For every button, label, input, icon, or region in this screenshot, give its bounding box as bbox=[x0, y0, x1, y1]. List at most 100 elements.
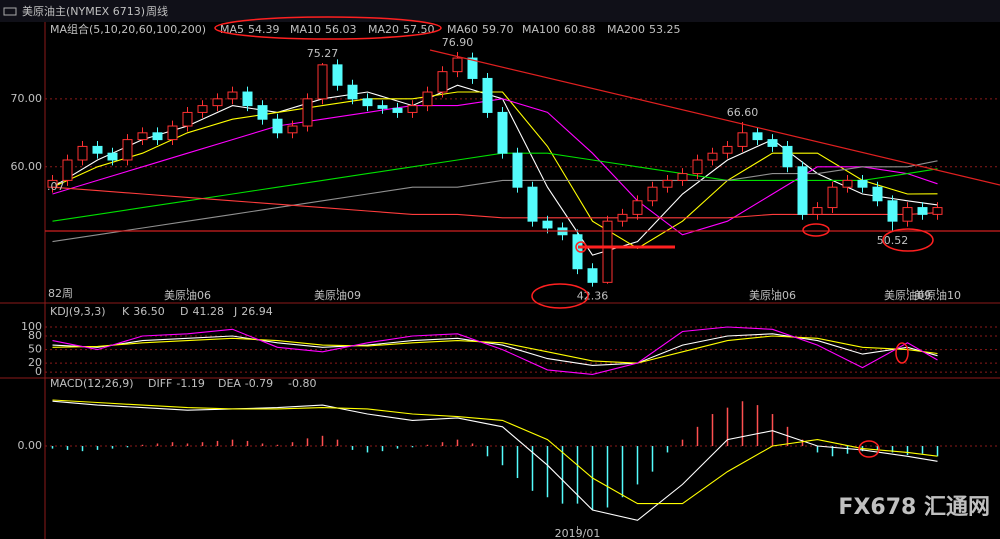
legend-item: MA200 53.25 bbox=[607, 23, 681, 36]
candle-body bbox=[767, 139, 778, 147]
candle-body bbox=[737, 132, 748, 147]
candle-body bbox=[167, 125, 178, 141]
series-line bbox=[52, 399, 938, 505]
y-tick-label: 0.00 bbox=[18, 439, 43, 452]
legend-name: MA60 bbox=[447, 23, 478, 36]
candle-body bbox=[857, 179, 868, 188]
price-annotation: 76.90 bbox=[442, 36, 474, 49]
legend-name: D bbox=[180, 305, 188, 318]
x-tick-label: 美原油06 bbox=[749, 288, 796, 302]
candle-body bbox=[662, 179, 673, 188]
candle-body bbox=[62, 159, 73, 181]
candle-body bbox=[887, 200, 898, 222]
candle-body bbox=[287, 125, 298, 134]
candle-body bbox=[512, 152, 523, 188]
price-annotation: 50.52 bbox=[877, 234, 909, 247]
candle-body bbox=[347, 84, 358, 100]
legend-value: 26.94 bbox=[241, 305, 273, 318]
legend-value: 53.25 bbox=[649, 23, 681, 36]
instrument-title: 美原油主(NYMEX 6713) bbox=[22, 4, 145, 18]
y-tick-label: 50 bbox=[28, 343, 42, 356]
candle-body bbox=[797, 166, 808, 215]
highlight-ellipse bbox=[895, 342, 909, 364]
candle-body bbox=[227, 91, 238, 100]
legend-item: D 41.28 bbox=[180, 305, 224, 318]
price-annotation: 66.60 bbox=[727, 106, 759, 119]
legend-name: K bbox=[122, 305, 130, 318]
highlight-ellipse bbox=[214, 16, 442, 40]
x-tick-label: 美原油09 bbox=[314, 288, 361, 302]
legend-value: 36.50 bbox=[133, 305, 165, 318]
candle-body bbox=[497, 111, 508, 154]
candle-body bbox=[392, 107, 403, 113]
series-line bbox=[52, 400, 938, 521]
candle-body bbox=[302, 98, 313, 127]
legend-value: 41.28 bbox=[192, 305, 224, 318]
legend-name: MA100 bbox=[522, 23, 560, 36]
legend-name: J bbox=[233, 305, 237, 318]
legend-name: DEA bbox=[218, 377, 241, 390]
candle-body bbox=[437, 71, 448, 93]
candle-body bbox=[842, 179, 853, 188]
candle-body bbox=[332, 64, 343, 86]
price-annotation: 75.27 bbox=[307, 47, 339, 60]
candle-body bbox=[107, 152, 118, 161]
candle-body bbox=[137, 132, 148, 141]
y-tick-label: 70.00 bbox=[11, 92, 43, 105]
y-tick-label: 80 bbox=[28, 329, 42, 342]
legend-item: J 26.94 bbox=[233, 305, 273, 318]
legend-name: MA10 bbox=[290, 23, 321, 36]
candle-body bbox=[182, 111, 193, 127]
x-tick-label: 2019/01 bbox=[555, 527, 601, 539]
legend-value: 54.39 bbox=[248, 23, 280, 36]
legend-value: 60.88 bbox=[564, 23, 596, 36]
highlight-ellipse bbox=[531, 283, 589, 309]
legend-name: MA200 bbox=[607, 23, 645, 36]
candle-body bbox=[647, 186, 658, 202]
legend-item: MA10 56.03 bbox=[290, 23, 357, 36]
watermark: FX678 汇通网 bbox=[838, 495, 990, 520]
legend-item: MA20 57.50 bbox=[368, 23, 435, 36]
legend-value: -0.80 bbox=[288, 377, 316, 390]
legend-name: DIFF bbox=[148, 377, 172, 390]
left-label: .07 bbox=[47, 180, 65, 193]
series-line bbox=[52, 333, 938, 366]
candle-body bbox=[587, 268, 598, 283]
highlight-ellipse bbox=[858, 440, 880, 458]
y-tick-label: 0 bbox=[35, 365, 42, 378]
legend-title: KDJ(9,3,3) bbox=[50, 305, 106, 318]
candle-body bbox=[242, 91, 253, 107]
legend-title: MACD(12,26,9) bbox=[50, 377, 134, 390]
y-tick-label: 20 bbox=[28, 356, 42, 369]
candle-body bbox=[362, 98, 373, 107]
candle-body bbox=[917, 207, 928, 215]
trend-line bbox=[429, 49, 1000, 186]
title-bar bbox=[0, 0, 1000, 22]
price-annotation: 42.36 bbox=[577, 290, 609, 303]
highlight-ellipse bbox=[882, 228, 934, 252]
legend-item: MA60 59.70 bbox=[447, 23, 514, 36]
candle-body bbox=[272, 118, 283, 134]
candle-body bbox=[872, 186, 883, 202]
candle-body bbox=[677, 173, 688, 181]
candle-body bbox=[122, 139, 133, 161]
period[interactable]: 周线 bbox=[146, 4, 168, 18]
marker-circle bbox=[575, 241, 587, 253]
highlight-ellipse bbox=[802, 223, 830, 237]
legend-item: K 36.50 bbox=[122, 305, 165, 318]
menu-icon[interactable] bbox=[3, 7, 17, 16]
candle-body bbox=[257, 105, 268, 120]
series-line bbox=[52, 91, 938, 249]
candle-body bbox=[812, 207, 823, 215]
x-tick-label: 美原油09 bbox=[884, 288, 931, 302]
candle-body bbox=[467, 57, 478, 79]
x-tick-label: 美原油10 bbox=[914, 288, 961, 302]
candle-body bbox=[932, 207, 943, 215]
legend-item: DEA -0.79 bbox=[218, 377, 273, 390]
candle-body bbox=[317, 64, 328, 100]
candle-body bbox=[692, 159, 703, 175]
candle-body bbox=[92, 145, 103, 154]
candle-body bbox=[752, 132, 763, 141]
legend-value: 56.03 bbox=[325, 23, 357, 36]
